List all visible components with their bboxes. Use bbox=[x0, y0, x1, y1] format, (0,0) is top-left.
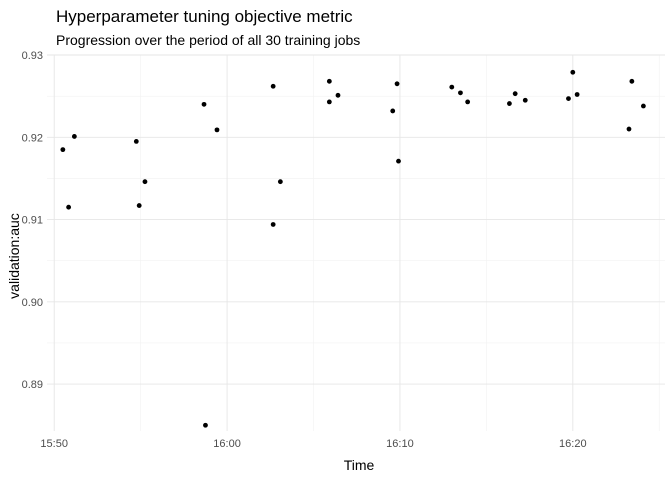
data-point bbox=[465, 99, 471, 105]
data-point bbox=[335, 92, 341, 98]
y-tick-label: 0.91 bbox=[22, 215, 43, 227]
data-point bbox=[71, 134, 77, 139]
data-point bbox=[133, 138, 139, 144]
minor-gridlines bbox=[47, 55, 665, 431]
x-axis-label: Time bbox=[344, 457, 375, 473]
data-point bbox=[390, 108, 396, 114]
y-axis-ticks: 0.89 0.90 0.91 0.92 0.93 bbox=[22, 50, 43, 391]
data-point bbox=[626, 126, 632, 132]
y-axis-label: validation:auc bbox=[6, 213, 22, 299]
data-point bbox=[270, 222, 276, 227]
data-point bbox=[570, 69, 576, 75]
data-point bbox=[458, 90, 463, 96]
y-tick-label: 0.90 bbox=[22, 297, 43, 309]
x-tick-label: 16:00 bbox=[213, 438, 241, 450]
data-point bbox=[60, 147, 66, 153]
data-point bbox=[66, 204, 72, 210]
data-point bbox=[566, 96, 571, 102]
data-point bbox=[270, 83, 276, 89]
data-point bbox=[512, 91, 518, 97]
data-point bbox=[201, 101, 207, 107]
data-point bbox=[394, 81, 400, 87]
data-point bbox=[640, 103, 646, 109]
data-point bbox=[136, 203, 142, 208]
data-point bbox=[396, 158, 401, 164]
data-point bbox=[522, 97, 528, 103]
data-point bbox=[326, 78, 332, 84]
data-point bbox=[277, 179, 283, 185]
x-tick-label: 16:20 bbox=[559, 438, 587, 450]
chart-subtitle: Progression over the period of all 30 tr… bbox=[56, 32, 361, 48]
data-point bbox=[326, 99, 332, 105]
x-tick-label: 16:10 bbox=[386, 438, 414, 450]
x-tick-label: 15:50 bbox=[40, 438, 68, 450]
data-points bbox=[60, 69, 646, 428]
data-point bbox=[142, 179, 148, 185]
data-point bbox=[507, 101, 512, 106]
x-axis-ticks: 15:50 16:00 16:10 16:20 bbox=[40, 438, 586, 450]
data-point bbox=[203, 422, 208, 428]
data-point bbox=[449, 84, 455, 90]
data-point bbox=[214, 127, 220, 133]
data-point bbox=[574, 92, 580, 97]
y-tick-label: 0.89 bbox=[22, 379, 43, 391]
y-tick-label: 0.93 bbox=[22, 50, 43, 62]
major-gridlines bbox=[47, 54, 665, 431]
chart-title: Hyperparameter tuning objective metric bbox=[56, 7, 353, 26]
data-point bbox=[629, 78, 635, 84]
y-tick-label: 0.92 bbox=[22, 132, 43, 144]
